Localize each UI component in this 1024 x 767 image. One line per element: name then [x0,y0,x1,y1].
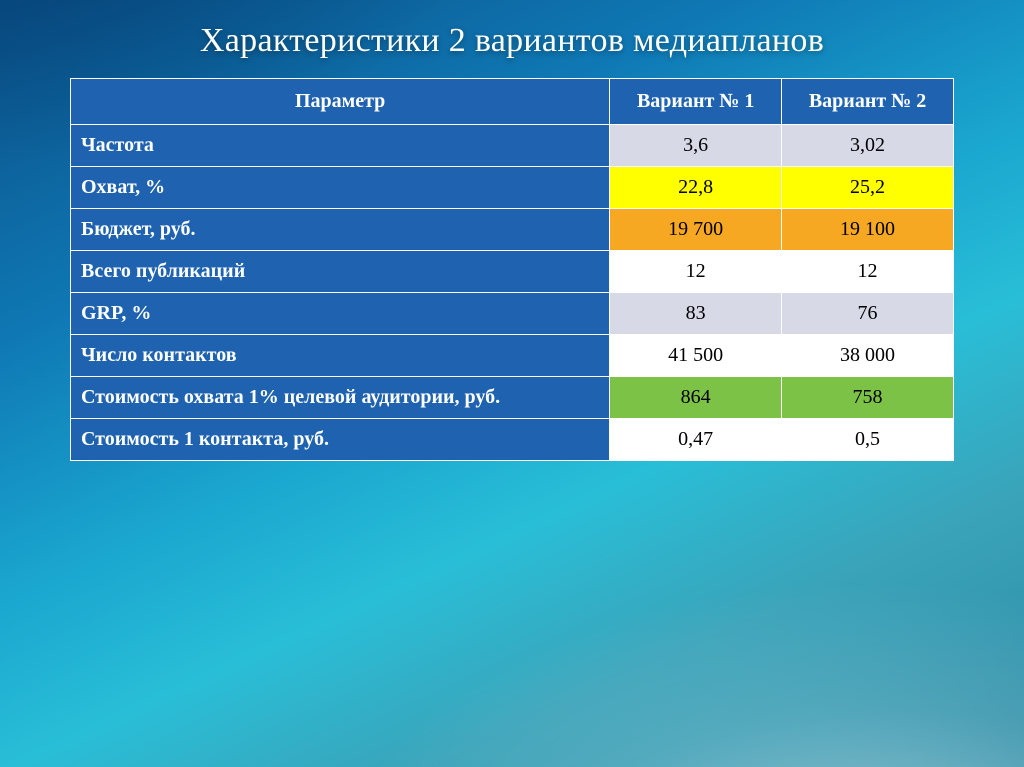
row-v2: 3,02 [782,125,954,167]
table-row: Частота 3,6 3,02 [71,125,954,167]
row-v2: 12 [782,251,954,293]
row-param: Число контактов [71,335,610,377]
row-v1: 0,47 [610,419,782,461]
row-v2: 758 [782,377,954,419]
row-v2: 38 000 [782,335,954,377]
row-v1: 41 500 [610,335,782,377]
row-param: Охват, % [71,167,610,209]
table-row: Бюджет, руб. 19 700 19 100 [71,209,954,251]
table-header-row: Параметр Вариант № 1 Вариант № 2 [71,79,954,125]
table-row: GRP, % 83 76 [71,293,954,335]
slide-title: Характеристики 2 вариантов медиапланов [0,0,1024,78]
row-param: GRP, % [71,293,610,335]
row-v2: 25,2 [782,167,954,209]
row-v1: 3,6 [610,125,782,167]
row-param: Бюджет, руб. [71,209,610,251]
table-body: Частота 3,6 3,02 Охват, % 22,8 25,2 Бюдж… [71,125,954,461]
row-param: Стоимость охвата 1% целевой аудитории, р… [71,377,610,419]
table-container: Параметр Вариант № 1 Вариант № 2 Частота… [70,78,954,461]
mediaplan-table: Параметр Вариант № 1 Вариант № 2 Частота… [70,78,954,461]
table-row: Всего публикаций 12 12 [71,251,954,293]
slide: Характеристики 2 вариантов медиапланов П… [0,0,1024,767]
col-header-param: Параметр [71,79,610,125]
table-row: Стоимость 1 контакта, руб. 0,47 0,5 [71,419,954,461]
row-v1: 83 [610,293,782,335]
table-row: Охват, % 22,8 25,2 [71,167,954,209]
row-param: Стоимость 1 контакта, руб. [71,419,610,461]
row-param: Всего публикаций [71,251,610,293]
row-v1: 22,8 [610,167,782,209]
row-v2: 76 [782,293,954,335]
row-v1: 19 700 [610,209,782,251]
row-param: Частота [71,125,610,167]
row-v1: 864 [610,377,782,419]
table-row: Число контактов 41 500 38 000 [71,335,954,377]
row-v2: 19 100 [782,209,954,251]
row-v2: 0,5 [782,419,954,461]
row-v1: 12 [610,251,782,293]
col-header-v2: Вариант № 2 [782,79,954,125]
table-row: Стоимость охвата 1% целевой аудитории, р… [71,377,954,419]
col-header-v1: Вариант № 1 [610,79,782,125]
